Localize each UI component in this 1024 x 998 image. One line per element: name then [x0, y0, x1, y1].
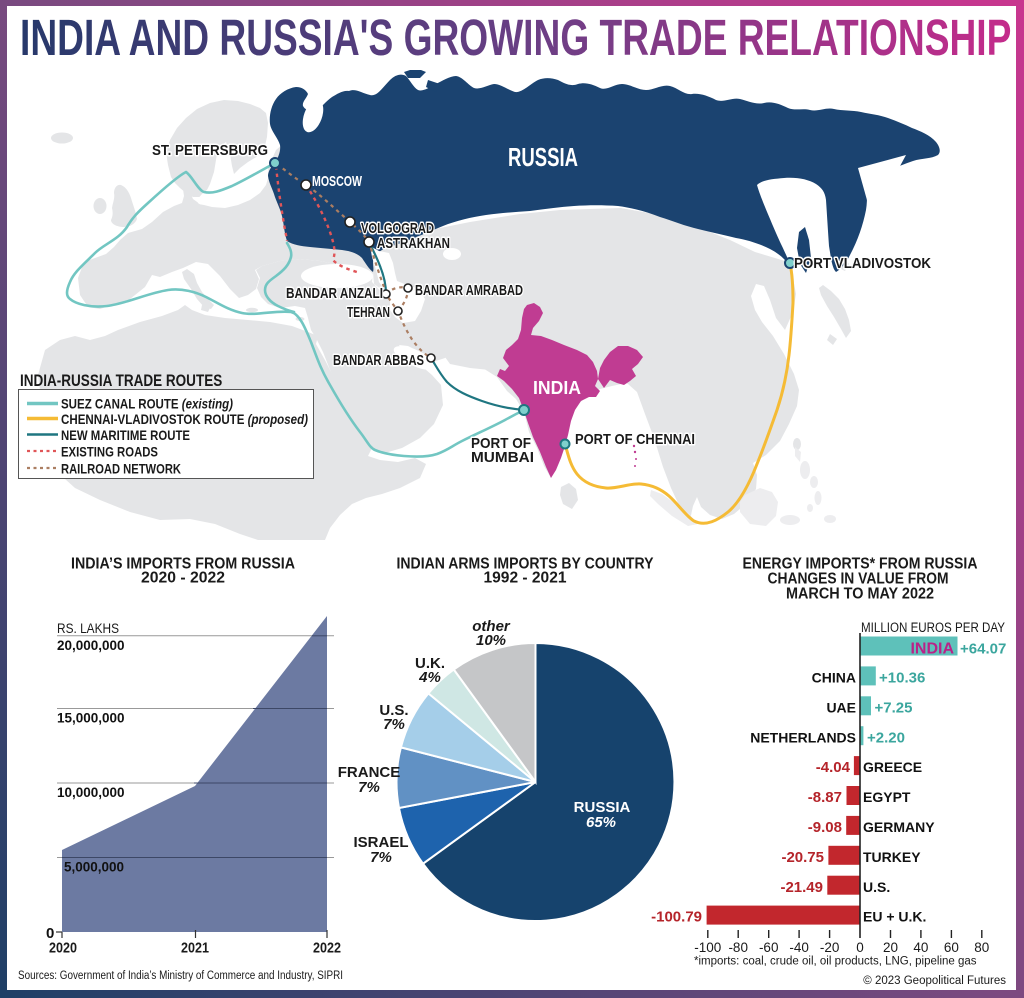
svg-text:+2.20: +2.20	[867, 729, 905, 746]
svg-text:7%: 7%	[383, 716, 405, 733]
svg-text:BANDAR ABBAS: BANDAR ABBAS	[333, 352, 424, 369]
svg-text:MOSCOW: MOSCOW	[312, 173, 363, 190]
svg-text:other: other	[472, 618, 511, 635]
svg-text:MUMBAI: MUMBAI	[471, 449, 534, 466]
svg-text:-20: -20	[820, 940, 840, 955]
svg-text:INDIA: INDIA	[910, 641, 954, 658]
svg-text:20,000,000: 20,000,000	[57, 638, 125, 653]
svg-text:GREECE: GREECE	[863, 759, 922, 775]
svg-text:-40: -40	[789, 940, 809, 955]
svg-text:1992 - 2021: 1992 - 2021	[484, 570, 567, 587]
svg-text:20: 20	[883, 940, 898, 955]
svg-text:TEHRAN: TEHRAN	[347, 304, 390, 321]
svg-text:EGYPT: EGYPT	[863, 789, 911, 805]
svg-text:RUSSIA: RUSSIA	[574, 799, 631, 816]
svg-text:NEW MARITIME ROUTE: NEW MARITIME ROUTE	[61, 427, 190, 443]
svg-text:EXISTING ROADS: EXISTING ROADS	[61, 444, 158, 460]
svg-text:65%: 65%	[586, 814, 616, 831]
svg-text:TURKEY: TURKEY	[863, 849, 921, 865]
svg-text:VOLGOGRAD: VOLGOGRAD	[361, 220, 434, 237]
svg-text:INDIA’S IMPORTS FROM RUSSIA: INDIA’S IMPORTS FROM RUSSIA	[71, 556, 295, 573]
svg-text:BANDAR AMRABAD: BANDAR AMRABAD	[415, 282, 523, 299]
svg-text:PORT VLADIVOSTOK: PORT VLADIVOSTOK	[794, 255, 931, 272]
svg-text:U.S.: U.S.	[863, 879, 890, 895]
svg-text:2022: 2022	[313, 941, 341, 957]
svg-text:-8.87: -8.87	[808, 789, 842, 806]
svg-text:ISRAEL: ISRAEL	[353, 834, 408, 851]
svg-text:BANDAR ANZALI: BANDAR ANZALI	[286, 285, 383, 302]
svg-text:-100: -100	[694, 940, 721, 955]
svg-text:ST. PETERSBURG: ST. PETERSBURG	[152, 142, 268, 159]
svg-text:60: 60	[944, 940, 959, 955]
svg-text:80: 80	[974, 940, 989, 955]
svg-text:ASTRAKHAN: ASTRAKHAN	[377, 235, 450, 252]
svg-text:10,000,000: 10,000,000	[57, 785, 125, 800]
svg-text:PORT OF CHENNAI: PORT OF CHENNAI	[575, 431, 695, 448]
svg-text:CHENNAI-VLADIVOSTOK ROUTE (pro: CHENNAI-VLADIVOSTOK ROUTE (proposed)	[61, 411, 308, 427]
svg-text:INDIA: INDIA	[533, 378, 581, 398]
svg-text:FRANCE: FRANCE	[338, 764, 401, 781]
svg-text:-80: -80	[728, 940, 748, 955]
svg-text:RAILROAD NETWORK: RAILROAD NETWORK	[61, 461, 181, 477]
svg-text:7%: 7%	[370, 849, 392, 866]
svg-text:CHINA: CHINA	[812, 670, 856, 686]
svg-text:4%: 4%	[418, 669, 441, 686]
svg-text:SUEZ CANAL ROUTE (existing): SUEZ CANAL ROUTE (existing)	[61, 396, 233, 412]
svg-text:-21.49: -21.49	[780, 879, 823, 896]
svg-text:INDIAN ARMS IMPORTS BY COUNTRY: INDIAN ARMS IMPORTS BY COUNTRY	[397, 556, 654, 573]
svg-text:+64.07: +64.07	[960, 641, 1006, 658]
svg-text:-20.75: -20.75	[781, 849, 824, 866]
svg-text:MARCH TO MAY 2022: MARCH TO MAY 2022	[786, 586, 934, 603]
svg-text:2020 - 2022: 2020 - 2022	[141, 570, 225, 587]
svg-text:+10.36: +10.36	[879, 670, 925, 687]
svg-text:CHANGES IN VALUE FROM: CHANGES IN VALUE FROM	[768, 571, 949, 588]
svg-text:MILLION EUROS PER DAY: MILLION EUROS PER DAY	[861, 620, 1005, 635]
svg-text:5,000,000: 5,000,000	[64, 860, 124, 875]
svg-text:40: 40	[913, 940, 928, 955]
svg-text:GERMANY: GERMANY	[863, 819, 935, 835]
svg-text:*imports: coal, crude oil, oil: *imports: coal, crude oil, oil products,…	[694, 956, 977, 968]
svg-text:-9.08: -9.08	[808, 819, 842, 836]
svg-text:0: 0	[856, 940, 864, 955]
svg-text:-60: -60	[759, 940, 779, 955]
svg-text:ENERGY IMPORTS* FROM RUSSIA: ENERGY IMPORTS* FROM RUSSIA	[743, 556, 978, 573]
svg-text:2020: 2020	[49, 941, 77, 957]
svg-text:U.S.: U.S.	[379, 702, 408, 719]
svg-text:-4.04: -4.04	[816, 759, 851, 776]
svg-text:RUSSIA: RUSSIA	[508, 142, 578, 172]
svg-text:15,000,000: 15,000,000	[57, 711, 125, 726]
svg-text:10%: 10%	[476, 632, 506, 649]
svg-text:© 2023 Geopolitical Futures: © 2023 Geopolitical Futures	[863, 975, 1006, 987]
svg-text:EU + U.K.: EU + U.K.	[863, 909, 926, 925]
svg-text:-100.79: -100.79	[651, 909, 702, 926]
svg-text:RS. LAKHS: RS. LAKHS	[57, 621, 119, 636]
svg-text:PORT OF: PORT OF	[471, 435, 531, 452]
svg-text:+7.25: +7.25	[875, 699, 913, 716]
svg-text:NETHERLANDS: NETHERLANDS	[750, 729, 856, 745]
svg-text:U.K.: U.K.	[415, 655, 445, 672]
svg-text:0: 0	[46, 925, 54, 942]
svg-text:UAE: UAE	[826, 699, 856, 715]
svg-text:2021: 2021	[181, 941, 209, 957]
svg-text:7%: 7%	[358, 779, 380, 796]
